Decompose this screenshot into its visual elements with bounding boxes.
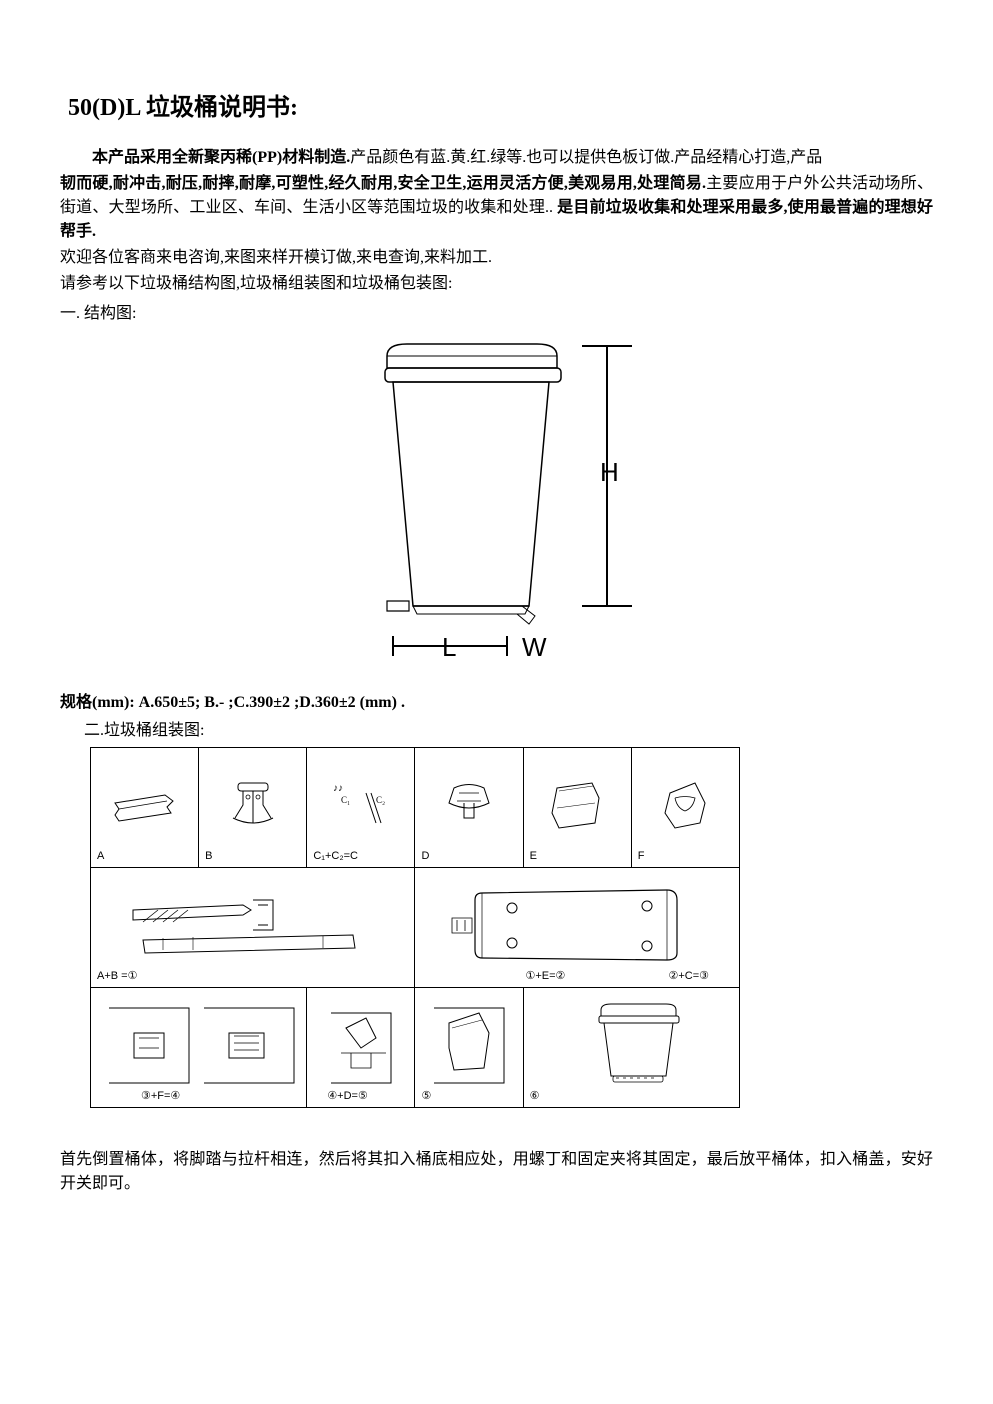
page-title: 50(D)L 垃圾桶说明书: — [68, 90, 933, 126]
cell-body-label2: ②+C=③ — [668, 968, 709, 985]
part-a-icon — [105, 783, 185, 833]
intro-p3: 欢迎各位客商来电咨询,来图来样开模订做,来电查询,来料加工. — [60, 246, 933, 270]
svg-text:♪♪: ♪♪ — [333, 783, 343, 794]
cell-body: ①+E=② ②+C=③ — [415, 868, 740, 988]
cell-d: D — [415, 748, 523, 868]
intro-p1-bold: 本产品采用全新聚丙稀(PP)材料制造. — [92, 149, 350, 166]
section1-label: 一. 结构图: — [60, 302, 933, 326]
cell-e-label: E — [530, 848, 537, 865]
assembly-row-1: A B ♪♪ C₁ C₂ — [91, 748, 740, 868]
cell-5: ⑤ — [415, 988, 523, 1108]
structure-diagram: H L W — [357, 336, 637, 676]
cell-c-label: C₁+C₂=C — [313, 848, 358, 865]
svg-text:C₂: C₂ — [376, 795, 385, 805]
dim-h-label: H — [600, 457, 619, 487]
step-4d-icon — [316, 998, 406, 1098]
part-e-icon — [537, 773, 617, 843]
cell-d-label: D — [421, 848, 429, 865]
assembly-row-2: A+B =① ①+E=② ②+C=③ — [91, 868, 740, 988]
assembly-diagram-wrapper: A B ♪♪ C₁ C₂ — [90, 747, 933, 1108]
cell-f: F — [631, 748, 739, 868]
cell-ab-label: A+B =① — [97, 968, 137, 985]
assembly-row-3: ③+F=④ ④+D=⑤ ⑤ — [91, 988, 740, 1108]
cell-4d: ④+D=⑤ — [307, 988, 415, 1108]
cell-ab: A+B =① — [91, 868, 415, 988]
cell-b: B — [199, 748, 307, 868]
cell-a-label: A — [97, 848, 104, 865]
cell-f-label: F — [638, 848, 645, 865]
cell-6-label: ⑥ — [530, 1088, 540, 1105]
intro-p4: 请参考以下垃圾桶结构图,垃圾桶组装图和垃圾桶包装图: — [60, 272, 933, 296]
step-6-icon — [541, 998, 721, 1098]
structure-diagram-wrapper: H L W — [60, 336, 933, 676]
part-d-icon — [429, 773, 509, 843]
intro-p1: 本产品采用全新聚丙稀(PP)材料制造.产品颜色有蓝.黄.红.绿等.也可以提供色板… — [60, 146, 933, 170]
section2-label: 二.垃圾桶组装图: — [84, 719, 933, 743]
assembly-instructions: 首先倒置桶体，将脚踏与拉杆相连，然后将其扣入桶底相应处，用螺丁和固定夹将其固定，… — [60, 1148, 933, 1196]
svg-text:C₁: C₁ — [341, 795, 350, 805]
step-3f-icon — [99, 998, 299, 1098]
cell-3f: ③+F=④ — [91, 988, 307, 1108]
cell-c: ♪♪ C₁ C₂ C₁+C₂=C — [307, 748, 415, 868]
dim-l-label: L — [442, 632, 456, 662]
cell-body-label1: ①+E=② — [525, 968, 565, 985]
cell-6: ⑥ — [523, 988, 739, 1108]
dim-w-label: W — [522, 632, 547, 662]
step-5-icon — [424, 998, 514, 1098]
step-ab-icon — [103, 880, 403, 975]
cell-4d-label: ④+D=⑤ — [327, 1088, 368, 1105]
step-body-icon — [427, 878, 727, 978]
intro-p2-bold1: 韧而硬,耐冲击,耐压,耐摔,耐摩,可塑性,经久耐用,安全卫生,运用灵活方便,美观… — [60, 175, 706, 192]
part-f-icon — [645, 773, 725, 843]
cell-a: A — [91, 748, 199, 868]
cell-3f-label: ③+F=④ — [141, 1088, 180, 1105]
cell-5-label: ⑤ — [421, 1088, 431, 1105]
part-c-icon: ♪♪ C₁ C₂ — [321, 773, 401, 843]
spec-line: 规格(mm): A.650±5; B.- ;C.390±2 ;D.360±2 (… — [60, 691, 933, 715]
intro-p2: 韧而硬,耐冲击,耐压,耐摔,耐摩,可塑性,经久耐用,安全卫生,运用灵活方便,美观… — [60, 172, 933, 244]
intro-p1-rest: 产品颜色有蓝.黄.红.绿等.也可以提供色板订做.产品经精心打造,产品 — [350, 149, 822, 166]
cell-b-label: B — [205, 848, 212, 865]
cell-e: E — [523, 748, 631, 868]
assembly-table: A B ♪♪ C₁ C₂ — [90, 747, 740, 1108]
part-b-icon — [213, 773, 293, 843]
